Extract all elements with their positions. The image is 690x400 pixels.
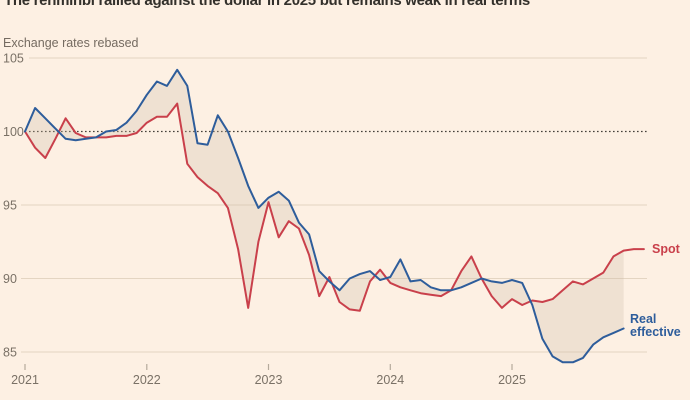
chart-subtitle: Exchange rates rebased	[3, 36, 139, 50]
y-axis-label: 100	[3, 125, 24, 139]
series-label-real-effective: Real effective	[630, 312, 681, 339]
series-label-spot: Spot	[652, 242, 680, 256]
real-effective-line	[24, 68, 625, 364]
x-axis-label: 2021	[11, 373, 39, 387]
x-axis-label: 2022	[133, 373, 161, 387]
chart-title: The renminbi rallied against the dollar …	[4, 0, 530, 9]
y-axis-label: 105	[3, 52, 24, 66]
fill-between-series	[25, 69, 624, 363]
x-axis-label: 2024	[376, 373, 404, 387]
y-axis-label: 95	[3, 199, 17, 213]
x-axis-label: 2025	[498, 373, 526, 387]
spot-line	[24, 102, 645, 312]
x-axis-label: 2023	[255, 373, 283, 387]
y-axis-label: 85	[3, 346, 17, 360]
y-axis-label: 90	[3, 272, 17, 286]
